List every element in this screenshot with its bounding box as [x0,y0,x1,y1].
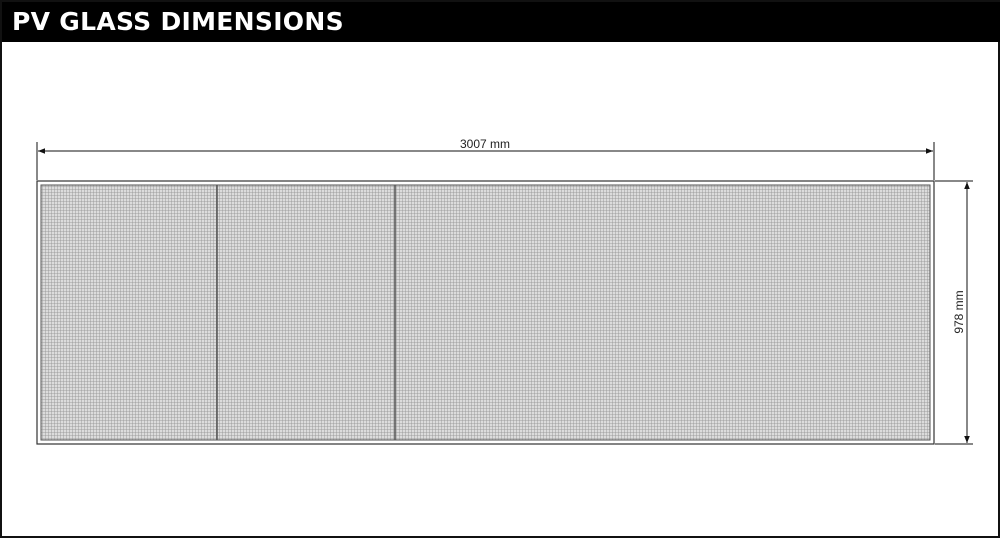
height-dimension: 978 mm [935,180,973,445]
width-label: 3007 mm [460,137,510,151]
height-label: 978 mm [952,290,966,333]
page-title: PV GLASS DIMENSIONS [2,2,1000,42]
pv-cell-grid [40,184,931,441]
width-dimension: 3007 mm [36,137,935,180]
